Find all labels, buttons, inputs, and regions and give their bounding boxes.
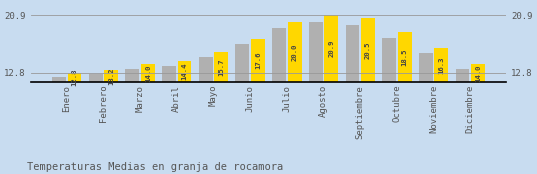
Bar [288,22,301,163]
Text: 14.0: 14.0 [145,64,151,82]
Bar [324,15,338,163]
Text: 15.7: 15.7 [218,58,224,76]
Bar [361,18,375,163]
Text: 20.9: 20.9 [328,40,334,57]
Bar [199,57,213,163]
Text: 17.6: 17.6 [255,52,261,69]
Text: 14.0: 14.0 [475,64,481,82]
Bar [68,73,82,163]
Bar [52,77,66,163]
Text: Temperaturas Medias en granja de rocamora: Temperaturas Medias en granja de rocamor… [27,162,283,172]
Bar [434,48,448,163]
Text: 18.5: 18.5 [402,49,408,66]
Text: 14.4: 14.4 [182,63,187,81]
Text: 13.2: 13.2 [108,67,114,85]
Bar [141,64,155,163]
Bar [382,38,396,163]
Text: 20.0: 20.0 [292,43,297,61]
Bar [251,39,265,163]
Bar [104,70,118,163]
Text: 16.3: 16.3 [438,56,444,74]
Bar [345,25,359,163]
Bar [89,74,103,163]
Bar [272,28,286,163]
Bar [455,69,469,163]
Bar [126,69,140,163]
Bar [178,61,192,163]
Text: 20.5: 20.5 [365,41,371,59]
Bar [214,52,228,163]
Bar [397,33,411,163]
Bar [162,66,176,163]
Bar [309,22,323,163]
Text: 12.8: 12.8 [71,69,77,86]
Bar [236,45,249,163]
Bar [471,64,485,163]
Bar [419,53,433,163]
